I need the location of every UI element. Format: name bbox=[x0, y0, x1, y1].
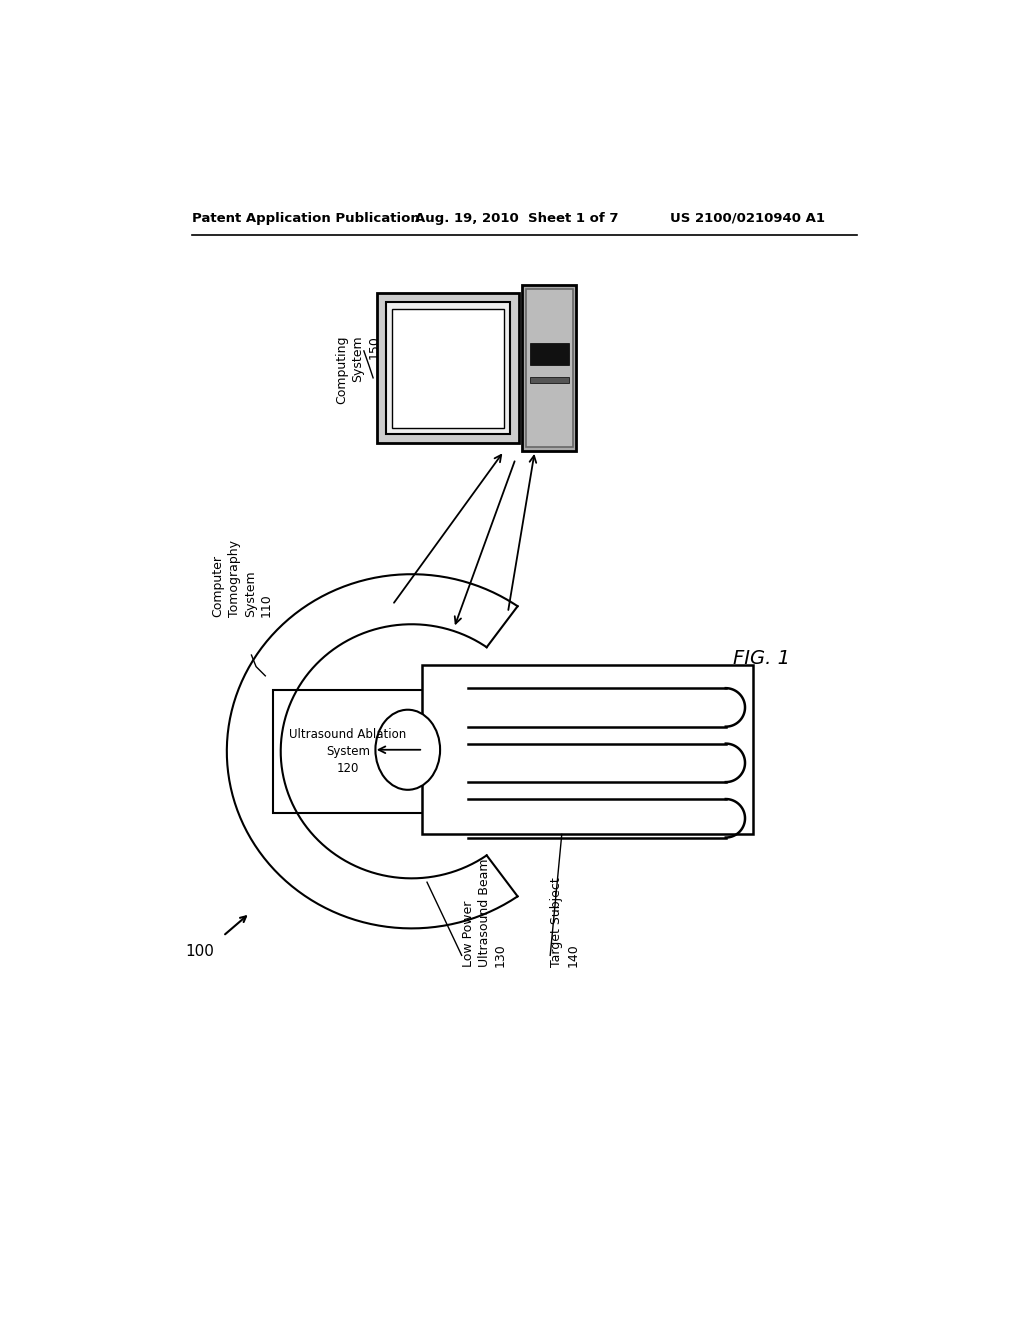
Text: Low Power
Ultrasound Beam
130: Low Power Ultrasound Beam 130 bbox=[462, 858, 507, 966]
Bar bbox=[377, 293, 519, 444]
Text: Ultrasound Ablation
System
120: Ultrasound Ablation System 120 bbox=[290, 727, 407, 775]
Bar bbox=[530, 376, 568, 383]
Text: Target Subject
140: Target Subject 140 bbox=[550, 878, 580, 966]
Bar bbox=[392, 309, 504, 428]
Text: Patent Application Publication: Patent Application Publication bbox=[193, 213, 420, 224]
Bar bbox=[522, 285, 577, 451]
Bar bbox=[273, 689, 423, 813]
Text: FIG. 1: FIG. 1 bbox=[733, 649, 791, 668]
Text: US 2100/0210940 A1: US 2100/0210940 A1 bbox=[670, 213, 824, 224]
Text: Computer
Tomography
System
110: Computer Tomography System 110 bbox=[212, 540, 272, 616]
Bar bbox=[526, 289, 572, 447]
Text: Aug. 19, 2010  Sheet 1 of 7: Aug. 19, 2010 Sheet 1 of 7 bbox=[416, 213, 618, 224]
Bar bbox=[530, 343, 568, 366]
Text: Computing
System
150: Computing System 150 bbox=[335, 335, 380, 404]
Bar bbox=[386, 302, 510, 434]
Text: 100: 100 bbox=[185, 944, 214, 960]
Ellipse shape bbox=[376, 710, 440, 789]
Bar bbox=[422, 665, 753, 834]
